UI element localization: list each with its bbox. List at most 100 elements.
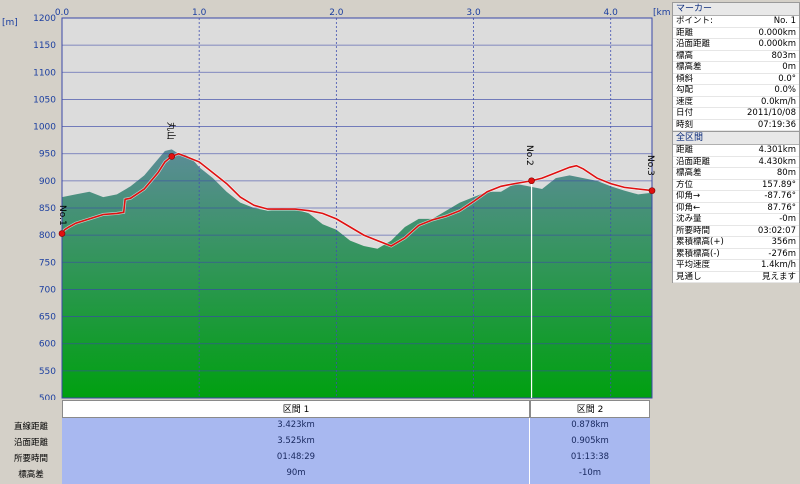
- total-row-label: 仰角→: [676, 191, 701, 201]
- segment-2-surface-distance: 0.905km: [571, 436, 609, 446]
- marker-row: 勾配 0.0%: [673, 85, 799, 97]
- marker-row-value: 2011/10/08: [747, 108, 796, 118]
- y-tick-label: 1150: [33, 41, 56, 51]
- marker-point: [648, 187, 656, 194]
- total-row: 所要時間 03:02:07: [673, 226, 799, 237]
- marker-row-value: 0.0°: [778, 73, 796, 84]
- y-tick-label: 1100: [33, 68, 56, 78]
- marker-row: 傾斜 0.0°: [673, 73, 799, 85]
- total-panel: 全区間 距離 4.301km 沿面距離 4.430km 標高差 80m 方位 157.89° 仰…: [672, 131, 800, 283]
- x-tick-label: 1.0: [192, 8, 207, 18]
- marker-point: [528, 177, 535, 185]
- y-tick-label: 550: [39, 367, 56, 377]
- marker-row: 時刻 07:19:36: [673, 119, 799, 131]
- total-row-label: 累積標高(-): [676, 248, 720, 259]
- total-row-value: 4.430km: [758, 156, 796, 167]
- segment-1-body[interactable]: 3.423km 3.525km 01:48:29 90m: [62, 418, 530, 484]
- total-row-value: -0m: [779, 214, 796, 224]
- marker-row-value: 803m: [771, 50, 796, 61]
- y-tick-label: 650: [39, 313, 56, 323]
- marker-panel-title: マーカー: [673, 3, 799, 16]
- total-row-value: 87.76°: [767, 202, 796, 213]
- marker-row-value: 0.0%: [774, 85, 796, 95]
- marker-label-no2: No.2: [524, 145, 534, 166]
- marker-row-label: 勾配: [676, 85, 694, 95]
- segment-1-duration: 01:48:29: [276, 452, 316, 462]
- marker-row-label: 時刻: [676, 119, 694, 130]
- marker-label-no3: No.3: [645, 155, 655, 176]
- segment-2-duration: 01:13:38: [570, 452, 610, 462]
- y-tick-label: 800: [39, 231, 56, 241]
- marker-row-label: 距離: [676, 27, 694, 38]
- total-row-label: 沿面距離: [676, 156, 711, 167]
- row-label-elevation-diff: 標高差: [18, 470, 44, 480]
- total-row: 累積標高(+) 356m: [673, 237, 799, 249]
- total-row: 距離 4.301km: [673, 145, 799, 157]
- x-tick-label: 2.0: [329, 8, 344, 18]
- marker-row-label: 沿面距離: [676, 39, 711, 49]
- segment-1-surface-distance: 3.525km: [277, 436, 315, 446]
- total-row: 沿面距離 4.430km: [673, 156, 799, 168]
- elevation-chart-svg[interactable]: 1200 1150 1100 1050 1000 950 900 850 800 750 700 65…: [0, 0, 670, 400]
- y-tick-label: 850: [39, 204, 56, 214]
- total-row: 仰角← 87.76°: [673, 202, 799, 214]
- total-row: 見通し 見えます: [673, 272, 799, 283]
- marker-panel: マーカー ポイント: No. 1 距離 0.000km 沿面距離 0.000km 標高 803…: [672, 2, 800, 131]
- y-axis-unit: [m]: [2, 18, 18, 28]
- total-row: 仰角→ -87.76°: [673, 191, 799, 203]
- plot-border: [61, 17, 653, 399]
- marker-row-label: 標高: [676, 50, 694, 61]
- y-tick-label: 1050: [33, 95, 56, 105]
- total-rows: 距離 4.301km 沿面距離 4.430km 標高差 80m 方位 157.89° 仰角→ -8…: [673, 145, 799, 283]
- x-axis-unit: [km]: [653, 8, 670, 18]
- total-row-value: 80m: [776, 168, 796, 178]
- total-row: 累積標高(-) -276m: [673, 248, 799, 260]
- total-row-label: 標高差: [676, 168, 702, 178]
- marker-row-label: ポイント:: [676, 16, 713, 26]
- segment-2-body[interactable]: 0.878km 0.905km 01:13:38 -10m: [530, 418, 650, 484]
- elevation-chart[interactable]: 1200 1150 1100 1050 1000 950 900 850 800 750 700 65…: [0, 0, 670, 400]
- marker-row-value: No. 1: [773, 16, 796, 26]
- x-tick-label: 3.0: [466, 8, 481, 18]
- y-tick-label: 750: [39, 258, 56, 268]
- segment-1-elevation-diff: 90m: [286, 468, 306, 478]
- total-row-label: 距離: [676, 145, 694, 155]
- route-line: [61, 152, 653, 247]
- marker-row-label: 傾斜: [676, 73, 694, 84]
- total-row-value: 1.4km/h: [761, 260, 796, 270]
- total-row: 沈み量 -0m: [673, 214, 799, 226]
- x-tick-label: 4.0: [604, 8, 619, 18]
- side-panels: マーカー ポイント: No. 1 距離 0.000km 沿面距離 0.000km 標高 803…: [670, 0, 800, 484]
- total-row-value: 157.89°: [762, 179, 796, 190]
- marker-row-label: 標高差: [676, 62, 702, 72]
- marker-row-value: 0.000km: [758, 39, 796, 49]
- total-row-label: 方位: [676, 179, 694, 190]
- y-tick-label: 1200: [33, 14, 56, 24]
- total-row: 方位 157.89°: [673, 179, 799, 191]
- x-tick-label: 0.0: [55, 8, 70, 18]
- marker-row: 標高差 0m: [673, 62, 799, 74]
- segment-1-straight-distance: 3.423km: [277, 420, 315, 430]
- marker-row-label: 日付: [676, 108, 694, 118]
- total-row-value: 356m: [771, 237, 796, 247]
- total-row-value: 4.301km: [758, 145, 796, 155]
- y-tick-label: 700: [39, 285, 56, 295]
- marker-label-start: No.1: [57, 205, 67, 226]
- total-row-value: -276m: [768, 248, 796, 259]
- y-tick-label: 600: [39, 340, 56, 350]
- y-tick-label: 950: [39, 150, 56, 160]
- marker-row: 距離 0.000km: [673, 27, 799, 39]
- marker-row: 日付 2011/10/08: [673, 108, 799, 120]
- terrain-area: [62, 149, 652, 398]
- total-row: 平均速度 1.4km/h: [673, 260, 799, 272]
- total-row-label: 沈み量: [676, 214, 702, 224]
- row-label-surface-distance: 沿面距離: [13, 438, 48, 448]
- segment-2-header[interactable]: 区間 2: [530, 400, 650, 418]
- y-tick-label: 1000: [33, 123, 56, 133]
- marker-point: [58, 230, 66, 237]
- total-row: 標高差 80m: [673, 168, 799, 180]
- marker-row: 標高 803m: [673, 50, 799, 62]
- marker-row: 沿面距離 0.000km: [673, 39, 799, 51]
- segment-1-header[interactable]: 区間 1: [62, 400, 530, 418]
- y-tick-label: 900: [39, 177, 56, 187]
